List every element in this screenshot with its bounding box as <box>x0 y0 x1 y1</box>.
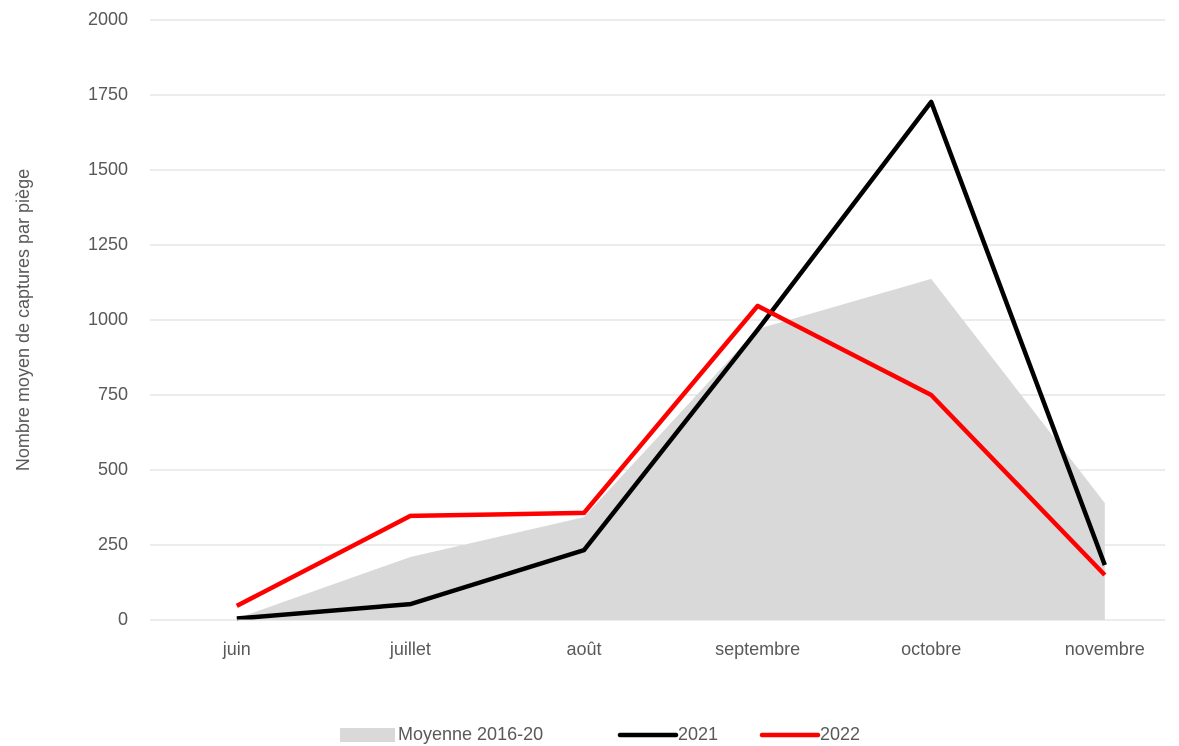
line <box>235 303 1107 608</box>
x-tick-label: août <box>566 639 601 659</box>
x-tick-label: juillet <box>389 639 431 659</box>
line <box>236 99 1107 621</box>
legend-label: Moyenne 2016-20 <box>398 724 543 744</box>
y-tick-label: 0 <box>118 609 128 629</box>
legend-label: 2022 <box>820 724 860 744</box>
area <box>236 278 1105 620</box>
x-tick-label: novembre <box>1065 639 1145 659</box>
y-axis-label: Nombre moyen de captures par piège <box>13 169 33 471</box>
y-tick-label: 1250 <box>88 234 128 254</box>
x-tick-label: septembre <box>715 639 800 659</box>
y-tick-label: 2000 <box>88 9 128 29</box>
y-tick-label: 250 <box>98 534 128 554</box>
legend-label: 2021 <box>678 724 718 744</box>
x-tick-label: octobre <box>901 639 961 659</box>
y-tick-label: 1000 <box>88 309 128 329</box>
legend-swatch <box>340 728 395 742</box>
y-tick-label: 750 <box>98 384 128 404</box>
x-tick-label: juin <box>222 639 251 659</box>
y-tick-label: 500 <box>98 459 128 479</box>
y-tick-label: 1500 <box>88 159 128 179</box>
y-tick-label: 1750 <box>88 84 128 104</box>
